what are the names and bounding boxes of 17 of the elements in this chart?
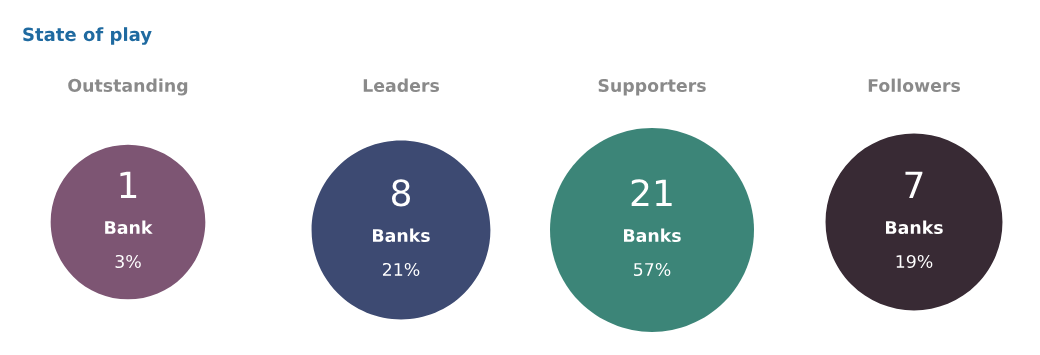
category-label: Leaders bbox=[363, 78, 439, 93]
data-label: 57% bbox=[634, 262, 671, 277]
data-label: 21 bbox=[631, 179, 672, 206]
text: Bank bbox=[105, 220, 153, 235]
text: Banks bbox=[886, 220, 943, 235]
category-label: Supporters bbox=[598, 78, 706, 96]
text: Banks bbox=[624, 228, 681, 243]
category-label: Outstanding bbox=[68, 78, 188, 96]
text: Banks bbox=[373, 228, 430, 243]
text: State of play bbox=[23, 27, 152, 45]
data-label: 19% bbox=[896, 254, 933, 269]
data-label: 1 bbox=[120, 171, 137, 198]
category-label: Followers bbox=[868, 78, 960, 93]
data-label: 3% bbox=[115, 254, 141, 269]
data-label: 7 bbox=[905, 171, 923, 198]
data-label: 8 bbox=[391, 179, 411, 207]
data-label: 21% bbox=[382, 262, 420, 277]
